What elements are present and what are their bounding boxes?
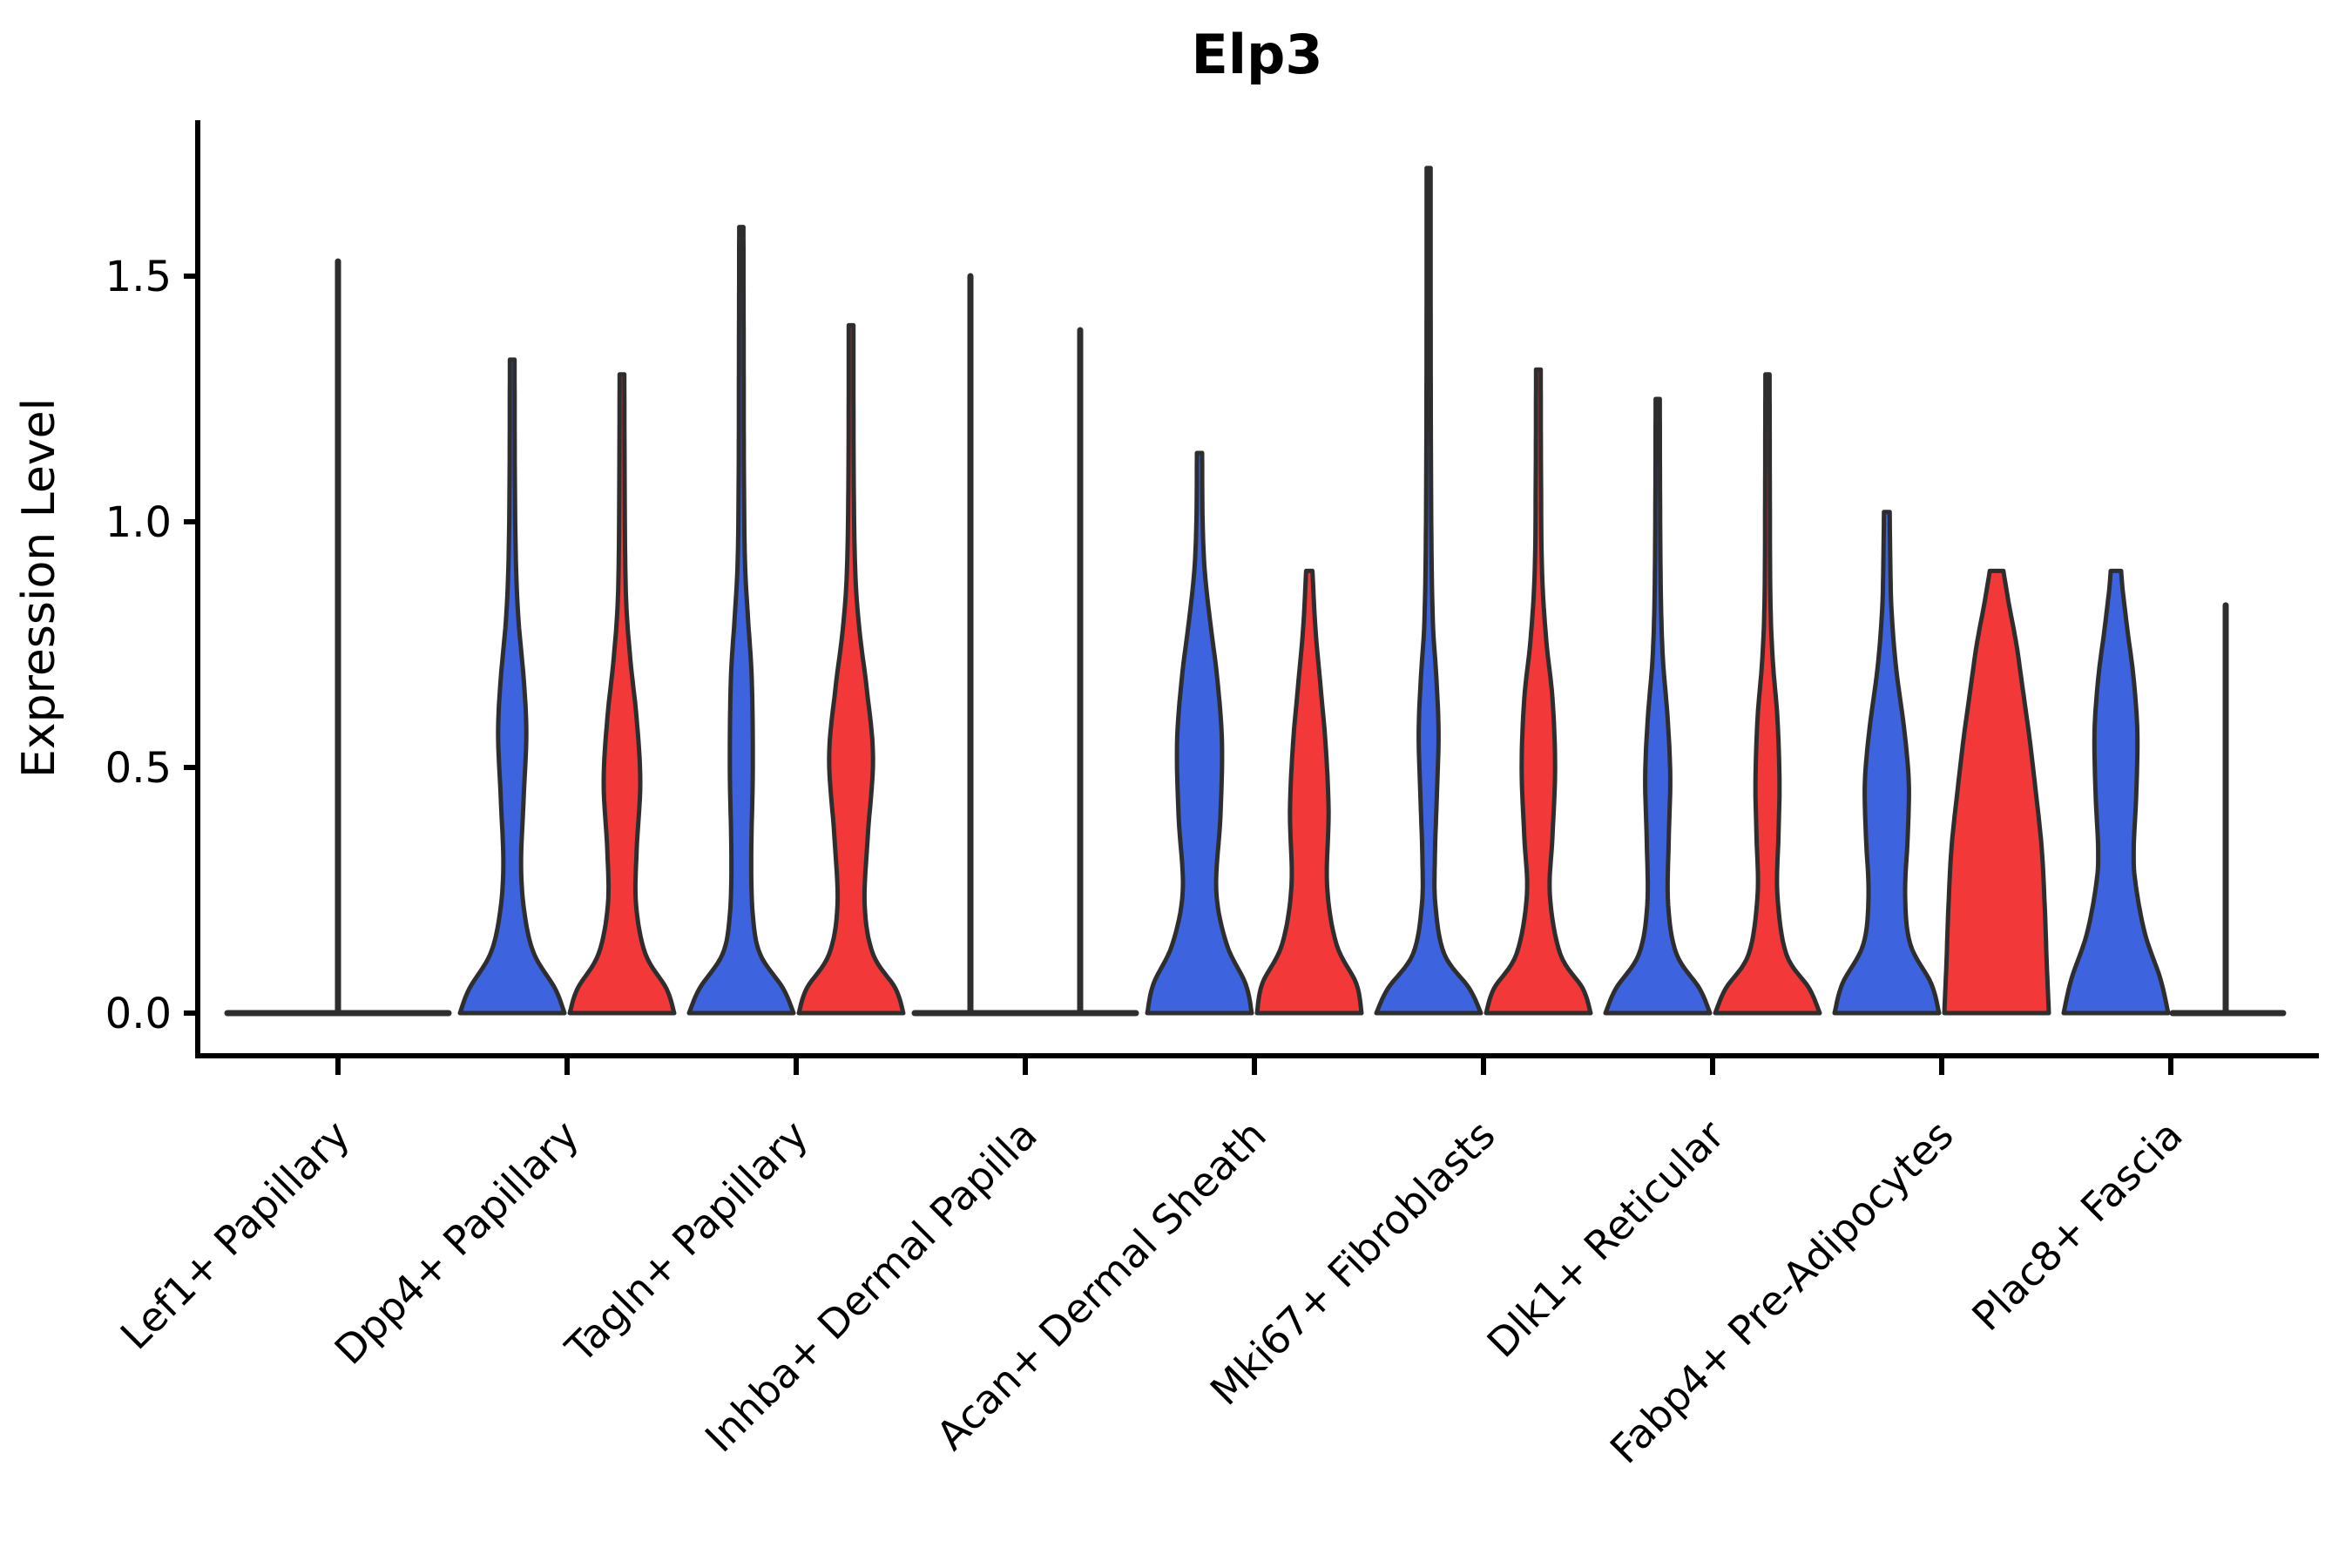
violin-acan-dermal-sheath-red [1254,568,1364,1016]
violin-fabp4-pre-adipocytes-red [1942,568,2051,1016]
violin-mki67-fibroblasts-blue [1374,166,1484,1016]
x-tick-label-dlk1-reticular: Dlk1+ Reticular [1478,1112,1734,1367]
violin-tagln-papillary-blue [686,225,796,1016]
violin-dpp4-papillary-red [567,372,677,1016]
y-tick-label: 0.0 [105,990,172,1038]
violin-tagln-papillary-red [796,322,906,1016]
x-tick-label-lef1-papillary: Lef1+ Papillary [112,1112,359,1359]
violin-dlk1-reticular-blue [1603,396,1713,1016]
y-tick-label: 1.0 [105,498,172,547]
violin-dpp4-papillary-blue [457,357,567,1016]
violin-acan-dermal-sheath-blue [1145,450,1254,1016]
y-tick-label: 1.5 [105,253,172,301]
x-tick-label-plac8-fascia: Plac8+ Fascia [1963,1112,2191,1340]
violin-plac8-fascia-blue [2061,568,2171,1016]
x-tick-label-dpp4-papillary: Dpp4+ Papillary [326,1112,588,1374]
y-axis-label: Expression Level [13,398,65,778]
y-tick-label: 0.5 [105,744,172,793]
violin-dlk1-reticular-red [1713,372,1822,1016]
violin-mki67-fibroblasts-red [1484,367,1593,1016]
x-tick-label-tagln-papillary: Tagln+ Papillary [556,1112,817,1373]
violin-fabp4-pre-adipocytes-blue [1832,510,1942,1016]
chart-title: Elp3 [1191,23,1322,86]
